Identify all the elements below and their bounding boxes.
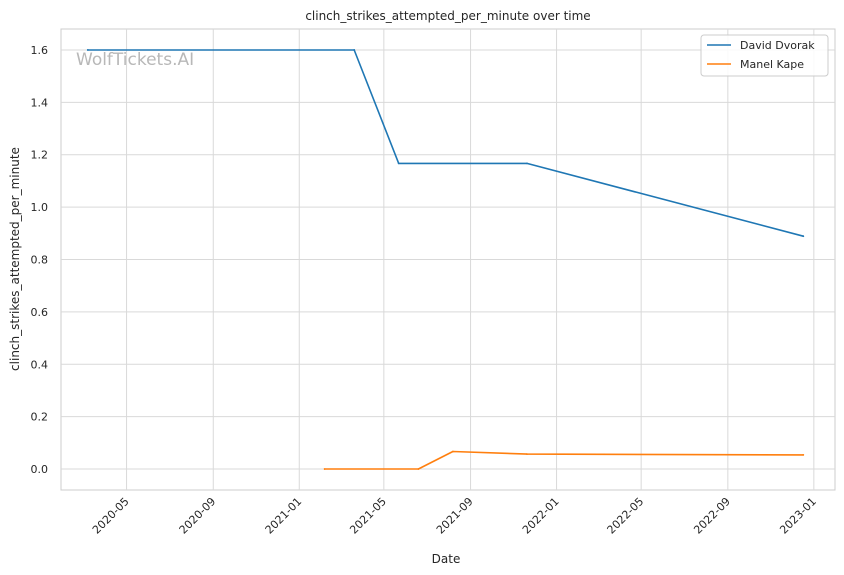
y-tick-label: 1.0 bbox=[31, 201, 49, 214]
y-tick-label: 0.4 bbox=[31, 358, 49, 371]
series-layer bbox=[86, 49, 805, 470]
x-tick-label: 2021-09 bbox=[434, 495, 476, 537]
legend: David Dvorak Manel Kape bbox=[700, 34, 829, 77]
data-point-manel-kape-0 bbox=[323, 468, 326, 470]
data-point-david-dvorak-3 bbox=[526, 162, 528, 165]
data-point-manel-kape-1 bbox=[417, 468, 420, 470]
data-point-david-dvorak-4 bbox=[802, 235, 805, 238]
data-point-manel-kape-2 bbox=[452, 450, 454, 453]
x-tick-label: 2023-01 bbox=[777, 495, 819, 537]
y-tick-label: 0.6 bbox=[31, 306, 49, 319]
data-point-david-dvorak-0 bbox=[86, 49, 89, 51]
x-tick-label: 2022-05 bbox=[605, 495, 647, 537]
x-tick-label: 2021-01 bbox=[263, 495, 305, 537]
y-tick-label: 0.2 bbox=[31, 411, 49, 424]
y-tick-label: 0.8 bbox=[31, 254, 49, 267]
x-tick-label: 2020-09 bbox=[177, 495, 219, 537]
y-axis-title: clinch_strikes_attempted_per_minute bbox=[8, 147, 22, 371]
x-tick-label: 2022-09 bbox=[691, 495, 733, 537]
data-point-david-dvorak-2 bbox=[397, 162, 400, 165]
x-tick-label: 2020-05 bbox=[90, 495, 132, 537]
chart-title: clinch_strikes_attempted_per_minute over… bbox=[305, 9, 590, 23]
data-point-manel-kape-3 bbox=[526, 453, 528, 456]
y-tick-label: 1.2 bbox=[31, 149, 49, 162]
x-tick-label: 2022-01 bbox=[520, 495, 562, 537]
y-tick-label: 1.4 bbox=[31, 96, 49, 109]
data-point-david-dvorak-1 bbox=[353, 49, 356, 51]
legend-box bbox=[700, 34, 829, 77]
watermark: WolfTickets.AI bbox=[76, 50, 194, 70]
legend-label-manel-kape: Manel Kape bbox=[740, 58, 804, 71]
y-tick-label: 1.6 bbox=[31, 44, 49, 57]
x-tick-label: 2021-05 bbox=[347, 495, 389, 537]
data-point-manel-kape-4 bbox=[802, 454, 805, 456]
legend-label-david-dvorak: David Dvorak bbox=[740, 39, 815, 52]
x-axis-title: Date bbox=[432, 552, 461, 566]
y-tick-label: 0.0 bbox=[31, 463, 49, 476]
